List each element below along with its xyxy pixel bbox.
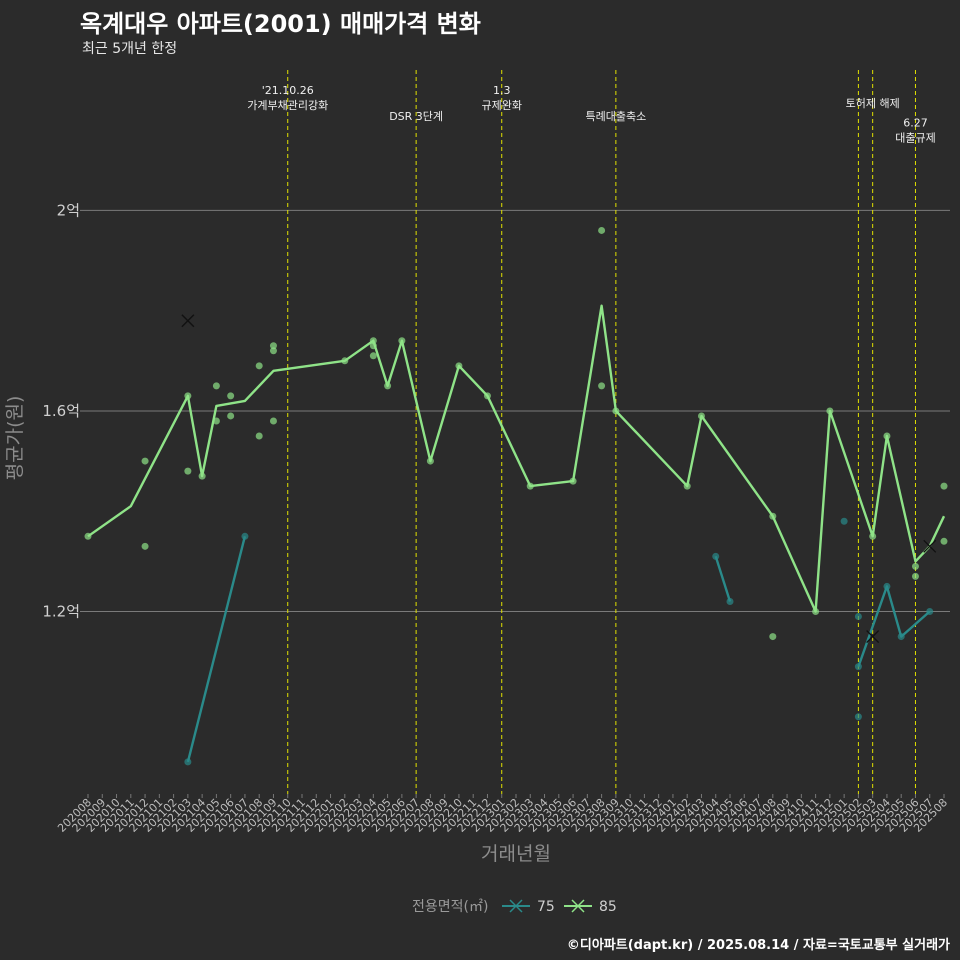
series-75-point bbox=[726, 597, 734, 605]
series-85-point bbox=[826, 407, 834, 415]
chart-subtitle: 최근 5개년 한정 bbox=[82, 41, 178, 57]
series-85-point bbox=[227, 412, 235, 420]
series-85-point bbox=[227, 392, 235, 400]
policy-label: 토허제 해제 bbox=[846, 96, 900, 110]
series-75-point bbox=[854, 613, 862, 621]
series-85-cross-marker bbox=[181, 314, 195, 328]
policy-label: 1.3 bbox=[493, 84, 511, 97]
series-85-point bbox=[940, 537, 948, 545]
series-75-point bbox=[840, 517, 848, 525]
series-85-point bbox=[911, 562, 919, 570]
series-75-cross-marker bbox=[866, 630, 880, 644]
series-85-point bbox=[940, 482, 948, 490]
legend-key-75: 75 bbox=[502, 899, 555, 915]
y-tick-label: 2억 bbox=[57, 201, 80, 219]
series-85-point bbox=[184, 392, 192, 400]
series-85-point bbox=[569, 477, 577, 485]
legend: 전용면적(㎡) 75 85 bbox=[412, 899, 617, 915]
series-75-point bbox=[854, 663, 862, 671]
policy-label: 특례대출축소 bbox=[585, 110, 646, 123]
data-series bbox=[84, 226, 948, 766]
series-75-line bbox=[857, 585, 931, 668]
policy-lines bbox=[287, 70, 916, 794]
series-85-point bbox=[769, 633, 777, 641]
x-tick-labels: 2020082020092020102020112020122021012021… bbox=[55, 794, 950, 835]
series-75-line bbox=[714, 555, 732, 602]
series-85-point bbox=[683, 482, 691, 490]
series-85-point bbox=[398, 337, 406, 345]
series-85-point bbox=[384, 382, 392, 390]
policy-label: DSR 3단계 bbox=[389, 110, 443, 123]
policy-label: 규제완화 bbox=[481, 99, 521, 112]
series-75-point bbox=[897, 633, 905, 641]
series-85-point bbox=[269, 417, 277, 425]
series-85-point bbox=[212, 382, 220, 390]
series-85-point bbox=[483, 392, 491, 400]
series-85-point bbox=[869, 532, 877, 540]
policy-label: 6.27 bbox=[903, 117, 928, 130]
series-75-point bbox=[926, 607, 934, 615]
series-85-point bbox=[269, 347, 277, 355]
y-tick-label: 1.6억 bbox=[42, 402, 80, 420]
series-85-line bbox=[87, 304, 946, 613]
source-caption: ©디아파트(dapt.kr) / 2025.08.14 / 자료=국토교통부 실… bbox=[566, 938, 950, 953]
series-85-point bbox=[612, 407, 620, 415]
x-axis-title: 거래년월 bbox=[481, 843, 551, 865]
series-75-line bbox=[186, 536, 247, 763]
policy-label: 가계부채관리강화 bbox=[247, 99, 328, 112]
chart-title: 옥계대우 아파트(2001) 매매가격 변화 bbox=[80, 10, 481, 38]
y-tick-label: 1.2억 bbox=[42, 602, 80, 620]
y-tick-labels: 1.2억 1.6억 2억 bbox=[42, 201, 80, 620]
series-75-point bbox=[184, 758, 192, 766]
legend-label-75: 75 bbox=[537, 899, 555, 915]
series-85-point bbox=[369, 352, 377, 360]
series-85-point bbox=[255, 432, 263, 440]
policy-label: '21.10.26 bbox=[262, 84, 314, 97]
series-85-point bbox=[369, 337, 377, 345]
legend-title: 전용면적(㎡) bbox=[412, 899, 488, 915]
series-85-point bbox=[911, 572, 919, 580]
series-85-point bbox=[212, 417, 220, 425]
series-85-point bbox=[455, 362, 463, 370]
series-75-point bbox=[854, 713, 862, 721]
series-85-point bbox=[184, 467, 192, 475]
series-85-point bbox=[598, 382, 606, 390]
legend-label-85: 85 bbox=[599, 899, 617, 915]
y-axis-title: 평균가(원) bbox=[4, 396, 26, 481]
series-85-point bbox=[769, 512, 777, 520]
series-85-point bbox=[84, 532, 92, 540]
series-85-point bbox=[883, 432, 891, 440]
series-85-point bbox=[812, 607, 820, 615]
series-85-point bbox=[341, 357, 349, 365]
series-85-point bbox=[697, 412, 705, 420]
series-75-point bbox=[241, 532, 249, 540]
legend-key-85: 85 bbox=[564, 899, 617, 915]
series-85-point bbox=[369, 342, 377, 350]
series-85-cross-marker bbox=[923, 539, 937, 553]
series-85-point bbox=[141, 457, 149, 465]
series-75-point bbox=[883, 582, 891, 590]
series-85-point bbox=[198, 472, 206, 480]
policy-label: 대출규제 bbox=[895, 132, 935, 145]
series-85-point bbox=[526, 482, 534, 490]
series-85-point bbox=[269, 342, 277, 350]
series-85-point bbox=[141, 542, 149, 550]
series-85-point bbox=[255, 362, 263, 370]
series-85-point bbox=[598, 226, 606, 234]
series-85-point bbox=[426, 457, 434, 465]
series-75-point bbox=[712, 552, 720, 560]
